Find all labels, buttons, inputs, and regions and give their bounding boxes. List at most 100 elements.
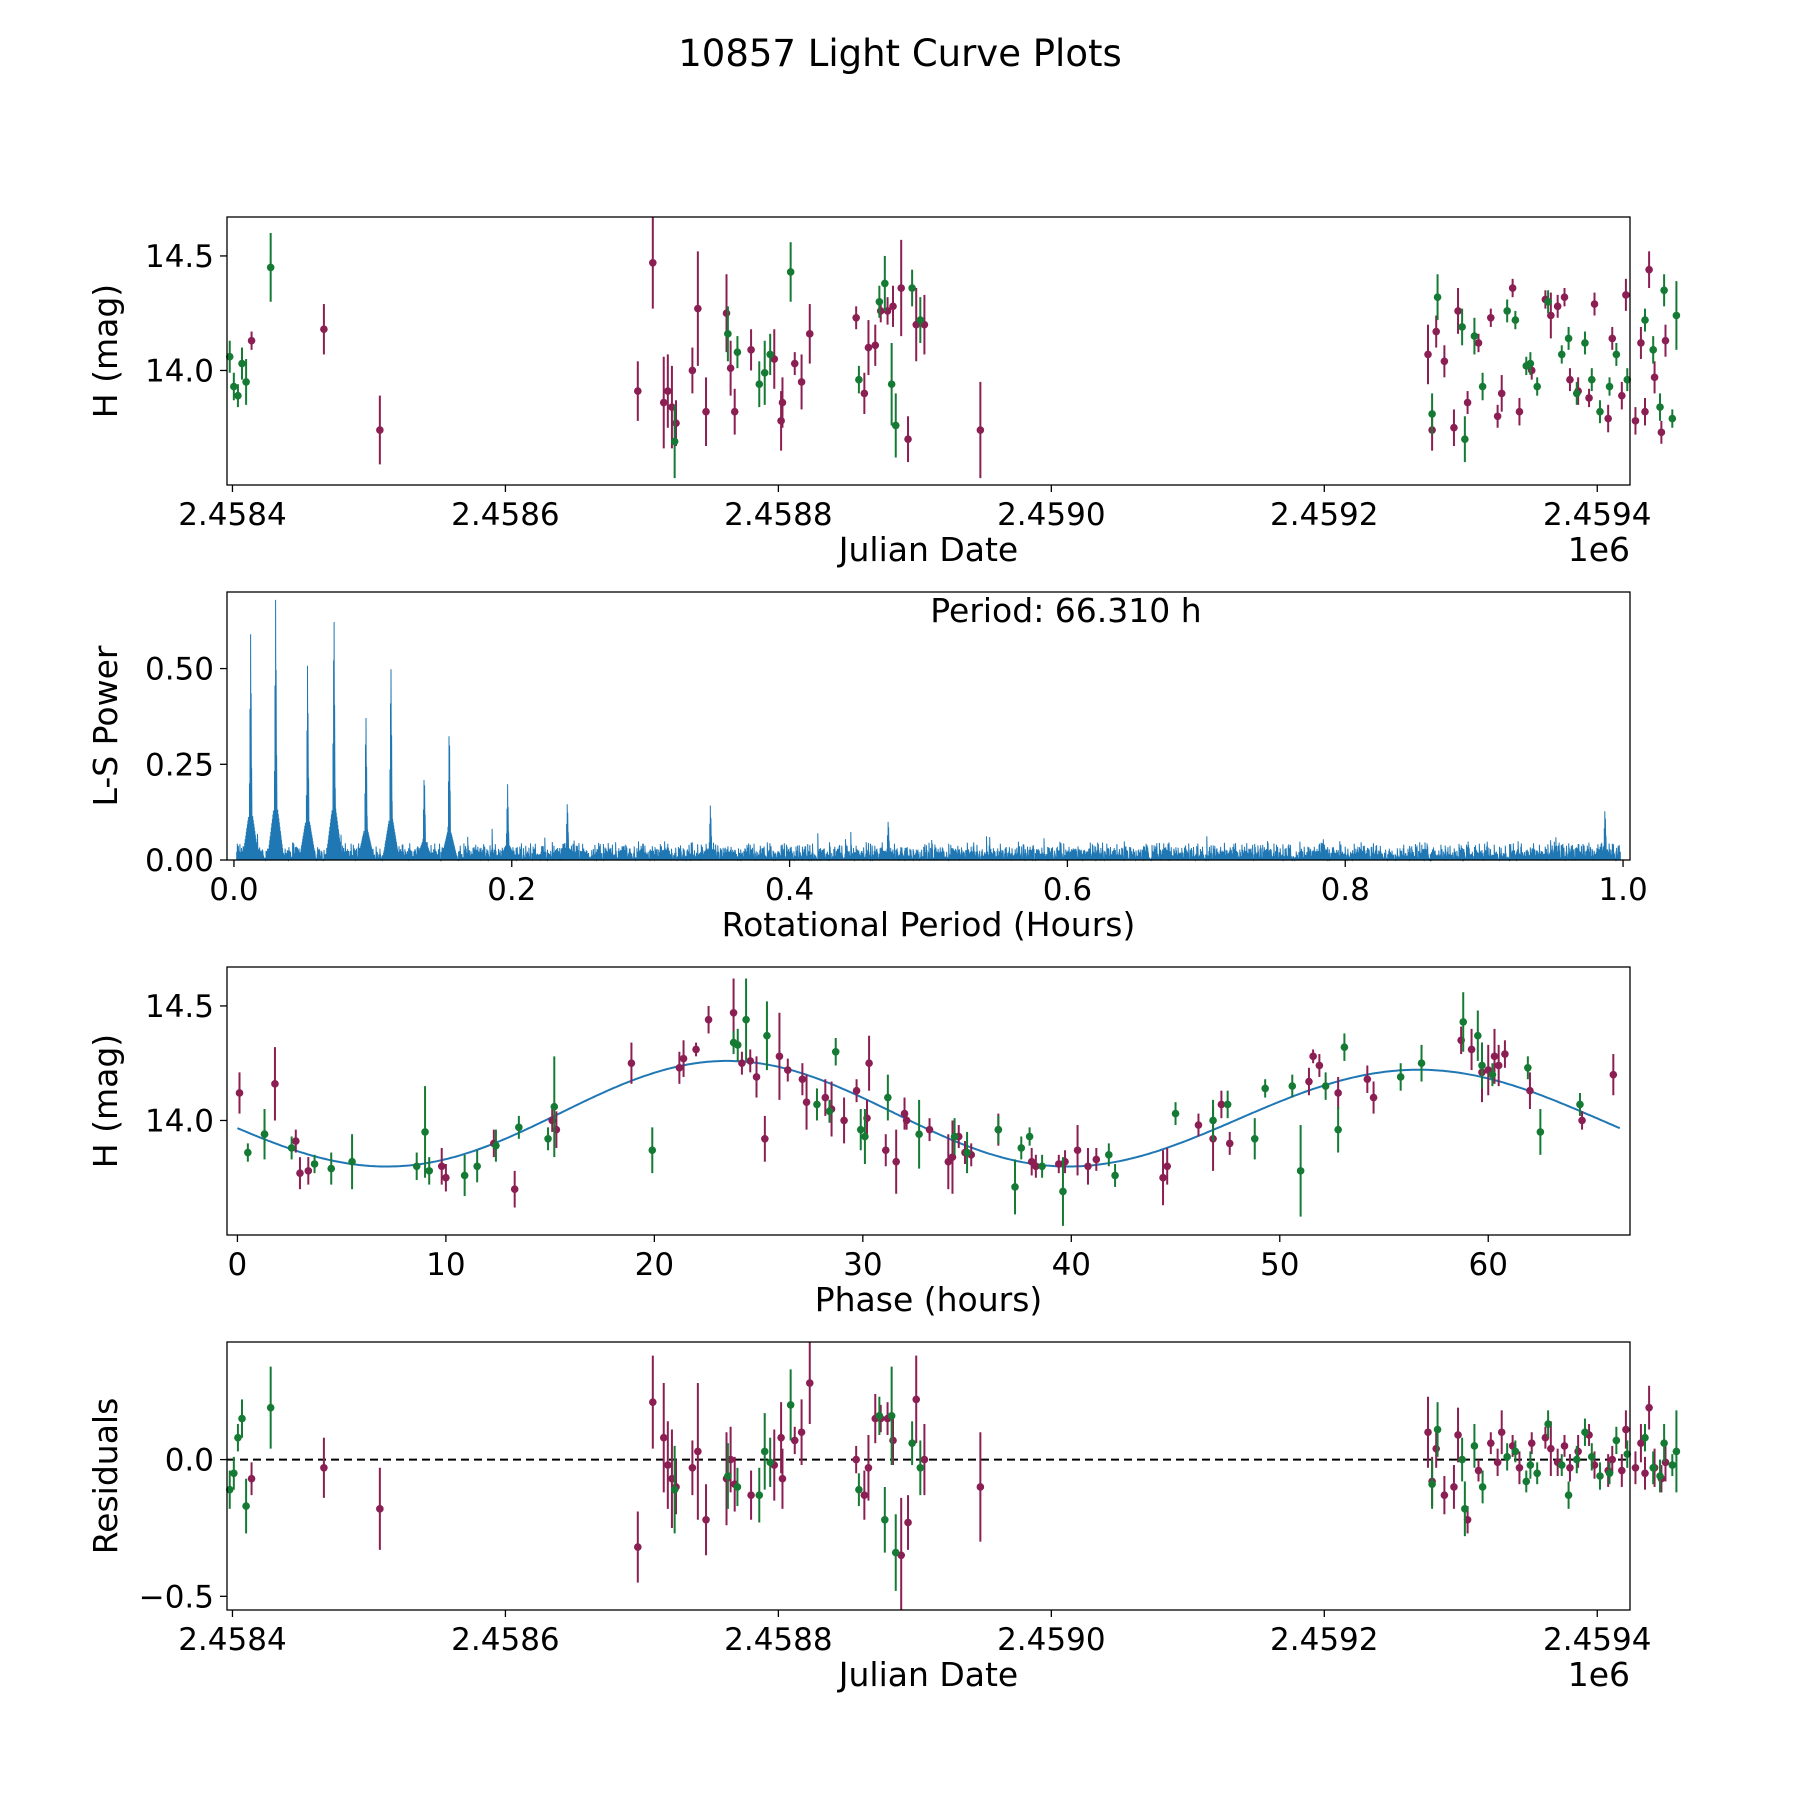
residuals-x-tick-label: 2.4588 [724, 1622, 832, 1658]
lightcurve-data-point [730, 388, 739, 435]
lightcurve-data-point [1557, 345, 1566, 364]
lightcurve-data-point [1605, 377, 1614, 396]
data-marker [238, 359, 246, 368]
data-marker [1450, 1483, 1458, 1491]
data-marker [1564, 334, 1573, 343]
data-marker [1497, 389, 1506, 398]
data-marker [875, 1412, 884, 1420]
phased-data-point [1417, 1044, 1426, 1082]
data-marker [242, 378, 250, 386]
data-marker [813, 1100, 821, 1109]
phased-data-point [304, 1157, 313, 1185]
phased-data-point [1363, 1065, 1372, 1093]
data-marker [1578, 1116, 1586, 1125]
residuals-data-point [1656, 1459, 1664, 1493]
data-marker [247, 336, 256, 345]
phased-data-point [675, 1051, 684, 1084]
lightcurve-data-point [726, 340, 735, 396]
data-marker [1574, 1447, 1582, 1456]
data-marker [1661, 1458, 1670, 1467]
data-marker [733, 348, 742, 356]
data-marker [376, 1505, 384, 1513]
data-marker [1315, 1061, 1324, 1070]
residuals-data-point [376, 1467, 384, 1550]
lightcurve-data-point [1440, 345, 1449, 378]
lightcurve-data-point [1641, 397, 1649, 426]
lightcurve-data-point [247, 331, 256, 350]
data-marker [1478, 382, 1487, 391]
phased-data-point [1474, 1010, 1482, 1061]
lightcurve-data-point [659, 356, 668, 449]
data-marker [1432, 327, 1441, 336]
residuals-data-point [797, 1399, 806, 1466]
lightcurve-data-point [904, 416, 912, 463]
lightcurve-data-point [908, 269, 916, 307]
data-marker [733, 1041, 742, 1049]
data-marker [783, 1066, 792, 1074]
data-marker [891, 1548, 900, 1557]
data-marker [1334, 1125, 1342, 1134]
data-marker [1526, 1461, 1535, 1469]
data-marker [855, 375, 863, 384]
data-marker [1459, 1018, 1468, 1026]
data-marker [1470, 332, 1479, 340]
data-marker [1587, 375, 1596, 384]
lightcurve-data-point [1660, 274, 1668, 307]
data-marker [296, 1169, 304, 1177]
lightcurve-data-point [694, 251, 702, 366]
data-marker [1618, 391, 1626, 400]
data-marker [702, 407, 710, 416]
data-marker [786, 268, 795, 276]
data-marker [904, 1518, 912, 1527]
data-marker [1526, 1086, 1534, 1095]
data-marker [1533, 382, 1541, 391]
lightcurve-data-point [1470, 317, 1479, 355]
data-marker [1474, 1031, 1482, 1040]
data-marker [238, 1414, 246, 1423]
data-marker [902, 1116, 911, 1125]
residuals-data-point [887, 1366, 896, 1466]
residuals-data-point [747, 1470, 755, 1520]
residuals-data-point [1526, 1451, 1535, 1479]
phased-data-point [746, 1049, 755, 1073]
data-marker [1576, 1100, 1584, 1109]
lightcurve-data-point [891, 393, 900, 458]
data-marker [492, 1141, 500, 1150]
data-marker [852, 1086, 861, 1095]
data-marker [887, 380, 896, 389]
data-marker [724, 330, 732, 338]
data-marker [742, 1015, 750, 1024]
residuals-x-tick-label: 2.4586 [451, 1622, 559, 1658]
data-marker [1494, 1061, 1503, 1070]
data-marker [726, 364, 735, 372]
data-marker [916, 1463, 925, 1472]
phased-x-tick-label: 40 [1052, 1247, 1091, 1283]
residuals-data-point [881, 1486, 889, 1553]
lightcurve-data-point [1503, 299, 1511, 323]
lightcurve-data-point [1432, 315, 1441, 348]
data-marker [242, 1502, 250, 1510]
residuals-data-point [790, 1426, 799, 1455]
data-marker [225, 1485, 234, 1494]
lightcurve-data-point [1596, 400, 1604, 424]
data-marker [1486, 1439, 1495, 1447]
phased-x-tick-label: 60 [1469, 1247, 1508, 1283]
data-marker [1672, 311, 1681, 320]
data-marker [1641, 316, 1649, 324]
phased-data-point [1111, 1163, 1119, 1187]
data-marker [766, 1458, 774, 1467]
data-marker [1657, 428, 1666, 437]
phased-data-point [1578, 1111, 1586, 1130]
lightcurve-data-point [1560, 288, 1569, 307]
lightcurve-data-point [1454, 288, 1462, 334]
phased-data-point [1501, 1040, 1509, 1068]
data-marker [777, 417, 785, 425]
figure-title: 10857 Light Curve Plots [678, 32, 1122, 75]
lightcurve-data-point [790, 352, 799, 376]
lightcurve-data-point [1458, 308, 1466, 346]
lightcurve-x-axis-label: Julian Date [837, 530, 1019, 569]
lightcurve-data-point [778, 377, 787, 428]
residuals-data-point [1474, 1459, 1483, 1482]
data-marker [376, 426, 384, 434]
lightcurve-points [225, 217, 1681, 479]
